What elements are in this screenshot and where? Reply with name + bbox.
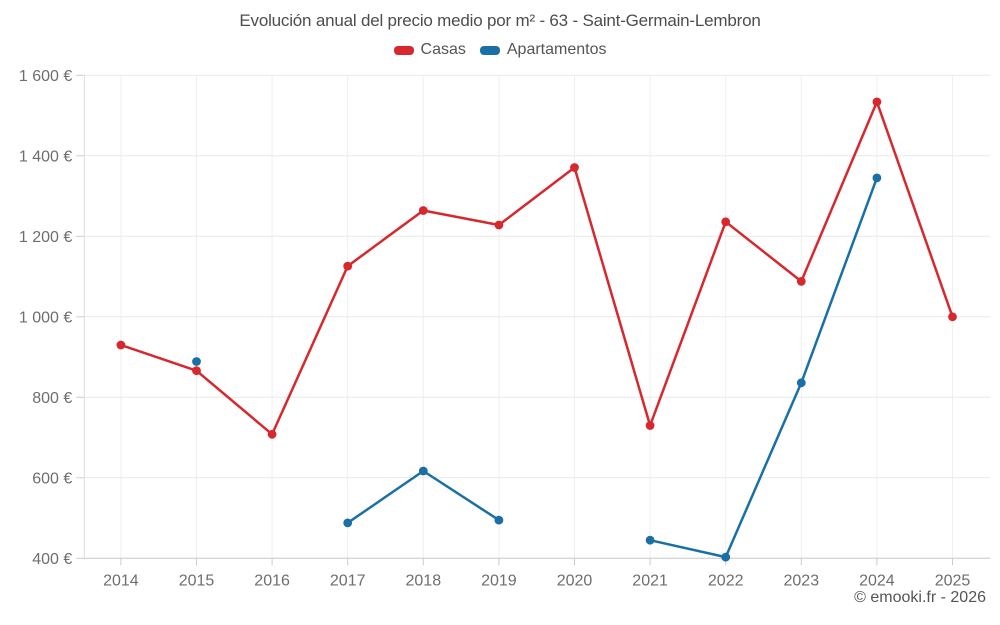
x-tick-label: 2022 <box>708 572 744 589</box>
data-point-casas-2022[interactable] <box>721 217 731 227</box>
data-point-casas-2020[interactable] <box>570 163 579 172</box>
legend: Casas Apartamentos <box>0 41 1000 59</box>
x-tick-label: 2019 <box>481 572 517 589</box>
y-tick-label: 600 € <box>32 470 72 487</box>
data-point-apartamentos-2018[interactable] <box>418 466 428 476</box>
y-tick-label: 1 400 € <box>19 148 72 165</box>
data-point-casas-2018[interactable] <box>418 206 428 215</box>
data-point-apartamentos-2024[interactable] <box>872 173 882 183</box>
data-point-casas-2014[interactable] <box>116 340 126 350</box>
x-tick-label: 2016 <box>254 572 290 589</box>
data-point-casas-2017[interactable] <box>343 261 353 271</box>
legend-label-apartamentos: Apartamentos <box>506 41 607 58</box>
y-tick-label: 800 € <box>32 390 72 407</box>
legend-label-casas: Casas <box>420 41 466 58</box>
x-tick-label: 2023 <box>784 572 820 589</box>
x-tick-label: 2017 <box>330 572 366 589</box>
data-point-apartamentos-2023[interactable] <box>796 378 806 388</box>
data-point-apartamentos-2022[interactable] <box>721 552 731 562</box>
x-tick-label: 2024 <box>859 572 895 589</box>
x-tick-label: 2015 <box>179 572 215 589</box>
x-tick-label: 2025 <box>935 572 971 589</box>
data-point-casas-2025[interactable] <box>948 312 957 322</box>
data-point-apartamentos-2015[interactable] <box>192 357 201 366</box>
legend-marker-apartamentos <box>479 45 500 55</box>
legend-marker-casas <box>393 45 414 55</box>
chart-title: Evolución anual del precio medio por m² … <box>239 11 761 30</box>
data-point-casas-2021[interactable] <box>645 421 655 430</box>
legend-item-apartamentos[interactable]: Apartamentos <box>479 41 607 59</box>
y-tick-label: 1 000 € <box>19 309 72 326</box>
data-point-apartamentos-2017[interactable] <box>343 518 353 528</box>
x-tick-label: 2021 <box>632 572 668 589</box>
legend-item-casas[interactable]: Casas <box>393 41 466 59</box>
series-line-apartamentos <box>648 176 879 559</box>
y-tick-label: 400 € <box>32 551 72 568</box>
y-tick-label: 1 200 € <box>19 229 72 246</box>
data-point-apartamentos-2021[interactable] <box>645 535 655 545</box>
x-tick-label: 2018 <box>406 572 442 589</box>
data-point-apartamentos-2019[interactable] <box>494 515 504 525</box>
y-tick-label: 1 600 € <box>19 68 72 85</box>
data-point-casas-2019[interactable] <box>494 220 504 230</box>
x-tick-label: 2020 <box>557 572 593 589</box>
data-point-casas-2023[interactable] <box>796 277 806 286</box>
data-point-casas-2015[interactable] <box>192 366 201 376</box>
data-point-casas-2024[interactable] <box>872 97 882 107</box>
data-point-casas-2016[interactable] <box>267 429 277 439</box>
x-tick-label: 2014 <box>103 572 139 589</box>
series-line-casas <box>119 100 954 436</box>
copyright-text: © emooki.fr - 2026 <box>854 589 986 606</box>
